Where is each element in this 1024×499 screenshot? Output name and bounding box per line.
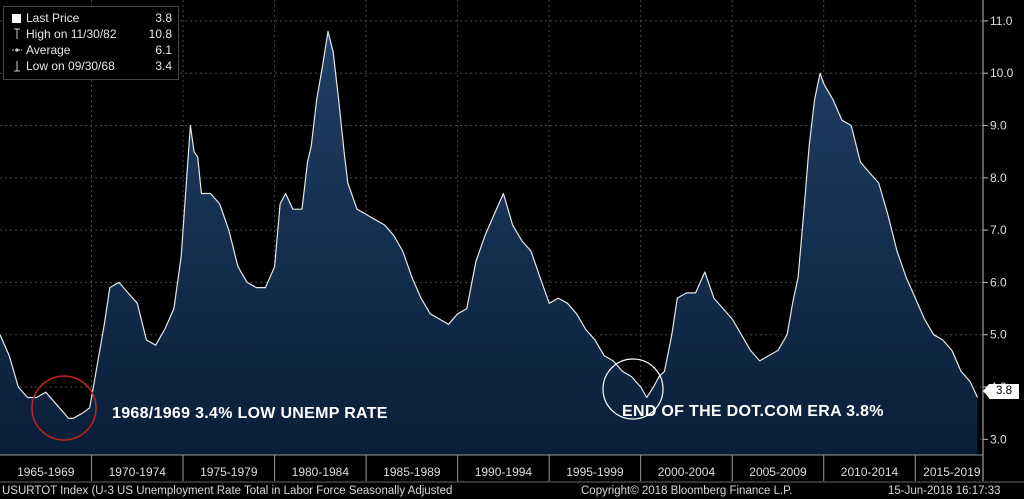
high-label: High on 11/30/82 — [26, 27, 117, 41]
x-tick-label: 1985-1989 — [383, 465, 441, 479]
x-tick-label: 2010-2014 — [841, 465, 899, 479]
low-label: Low on 09/30/68 — [26, 59, 115, 73]
x-tick-labels: 1965-1969 1970-1974 1975-1979 1980-1984 1985… — [17, 465, 981, 479]
series-area-fill — [0, 31, 978, 456]
high-value: 10.8 — [148, 27, 172, 41]
legend-high: High on 11/30/82 10.8 — [4, 27, 178, 42]
average-marker-icon — [12, 48, 22, 52]
x-tick-label: 2000-2004 — [658, 465, 716, 479]
low-1968-circle — [31, 375, 97, 441]
x-tick-label: 1980-1984 — [292, 465, 350, 479]
y-tick-label: 9.0 — [990, 119, 1007, 133]
high-marker-icon — [14, 28, 20, 39]
low-value: 3.4 — [155, 59, 172, 73]
x-tick-label: 2015-2019 — [923, 465, 981, 479]
timestamp-text: 15-Jun-2018 16:17:33 — [888, 485, 1001, 497]
y-tick-label: 5.0 — [990, 328, 1007, 342]
legend-last-price: Last Price 3.8 — [4, 11, 178, 26]
last-price-value: 3.8 — [155, 11, 172, 25]
y-tick-label: 10.0 — [990, 66, 1014, 80]
dotcom-low-circle — [602, 358, 664, 420]
y-tick-label: 3.0 — [990, 432, 1007, 446]
x-tick-label: 1970-1974 — [109, 465, 167, 479]
x-tick-label: 1965-1969 — [17, 465, 75, 479]
annotation-dotcom: END OF THE DOT.COM ERA 3.8% — [622, 403, 884, 420]
last-price-label: Last Price — [26, 11, 80, 25]
legend-box: Last Price 3.8 High on 11/30/82 10.8 Ave… — [3, 6, 179, 80]
y-tick-label: 7.0 — [990, 223, 1007, 237]
index-description: USURTOT Index (U-3 US Unemployment Rate … — [2, 485, 453, 497]
legend-low: Low on 09/30/68 3.4 — [4, 59, 178, 74]
last-value-tag: 3.8 — [983, 384, 1019, 399]
x-tick-label: 2005-2009 — [749, 465, 807, 479]
series-area — [0, 30, 979, 456]
last-price-swatch — [12, 14, 21, 23]
x-tick-label: 1995-1999 — [566, 465, 624, 479]
legend-average: Average 6.1 — [4, 43, 178, 58]
series-line-last-price — [0, 30, 979, 419]
copyright-text: Copyright© 2018 Bloomberg Finance L.P. — [581, 485, 793, 497]
annotation-1968-low: 1968/1969 3.4% LOW UNEMP RATE — [112, 405, 388, 422]
footer-bar: USURTOT Index (U-3 US Unemployment Rate … — [0, 484, 1024, 499]
y-tick-label: 6.0 — [990, 275, 1007, 289]
low-marker-icon — [14, 61, 20, 72]
y-tick-label: 8.0 — [990, 171, 1007, 185]
axes — [0, 0, 1024, 483]
y-tick-labels: 3.04.05.06.07.08.09.010.011.0 — [990, 14, 1014, 446]
average-value: 6.1 — [155, 43, 172, 57]
x-tick-label: 1975-1979 — [200, 465, 258, 479]
x-tick-label: 1990-1994 — [475, 465, 533, 479]
average-label: Average — [26, 43, 71, 57]
y-tick-label: 11.0 — [990, 14, 1013, 28]
